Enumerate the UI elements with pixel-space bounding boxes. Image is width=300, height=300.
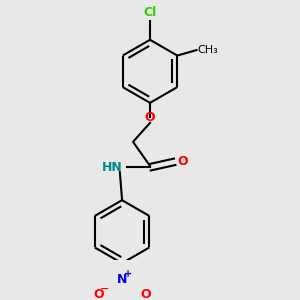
Text: N: N bbox=[117, 273, 127, 286]
Text: CH₃: CH₃ bbox=[198, 45, 219, 55]
Text: O: O bbox=[140, 288, 151, 300]
Text: O: O bbox=[145, 111, 155, 124]
Text: Cl: Cl bbox=[143, 6, 157, 19]
Text: O: O bbox=[177, 155, 188, 168]
Text: HN: HN bbox=[102, 161, 123, 174]
Text: +: + bbox=[124, 269, 132, 279]
Text: O: O bbox=[93, 288, 104, 300]
Text: −: − bbox=[100, 284, 110, 294]
